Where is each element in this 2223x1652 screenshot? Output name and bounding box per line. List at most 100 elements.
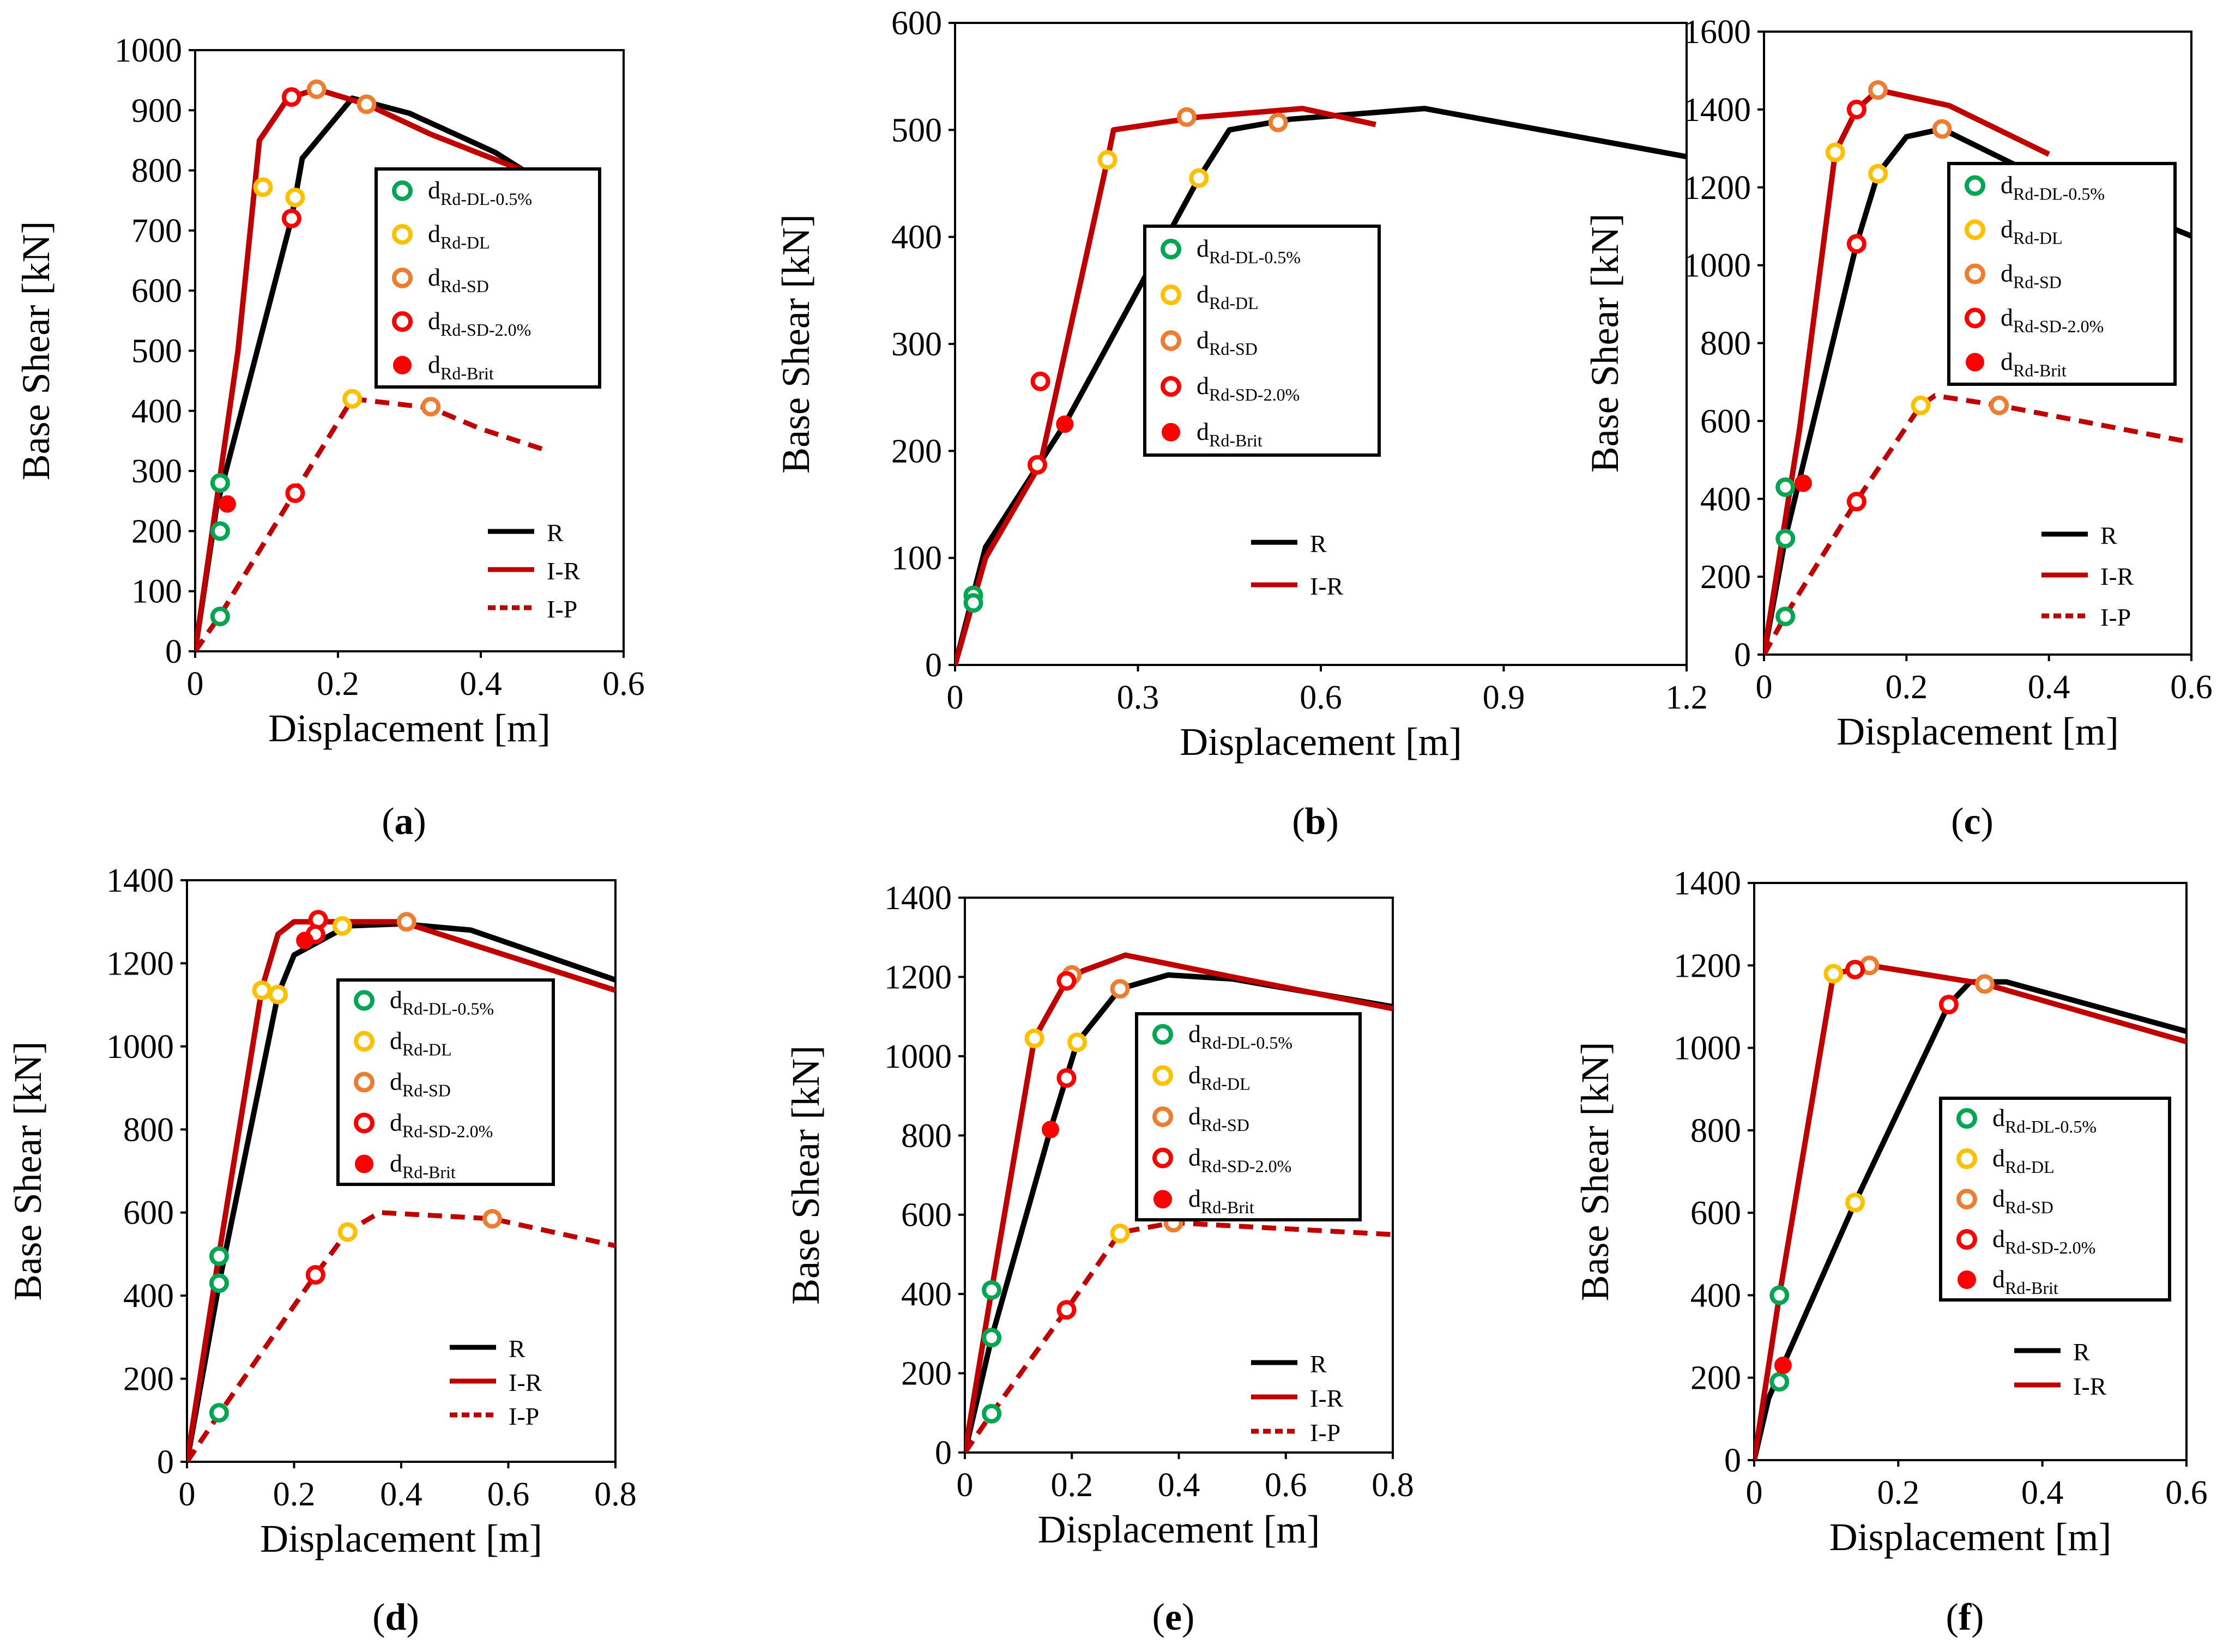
marker-dRd-DL-0.5% — [1775, 606, 1796, 626]
legend-marker-dRd-Brit — [355, 1154, 373, 1173]
x-tick-label: 0 — [1756, 669, 1773, 706]
legend-line-label-I-P: I-P — [509, 1402, 539, 1430]
marker-dRd-DL — [1097, 150, 1117, 170]
marker-dRd-SD-2.0% — [1030, 371, 1050, 391]
legend-label-dRd-DL-0.5%: dRd-DL-0.5% — [1992, 1104, 2097, 1136]
legend-label-dRd-SD-2.0%: dRd-SD-2.0% — [2001, 304, 2104, 336]
legend-label-dRd-DL: dRd-DL — [2001, 215, 2063, 248]
marker-dRd-DL-0.5% — [982, 1403, 1002, 1424]
marker-legend: dRd-DL-0.5% dRd-DL dRd-SD dRd-SD-2.0% dRd-Br… — [336, 978, 555, 1186]
legend-marker-dRd-SD — [1152, 1106, 1173, 1127]
y-tick-label: 1600 — [1683, 14, 1751, 51]
y-tick-label: 800 — [123, 1111, 174, 1148]
marker-dRd-DL — [1823, 964, 1844, 984]
x-tick-label: 0.6 — [1300, 679, 1342, 716]
x-tick-label: 0.2 — [273, 1476, 316, 1513]
y-tick-label: 400 — [891, 219, 942, 256]
legend-label-dRd-SD: dRd-SD — [2001, 259, 2062, 292]
y-tick-label: 1200 — [884, 959, 952, 996]
marker-dRd-DL-0.5% — [209, 1273, 229, 1293]
y-tick-label: 800 — [1700, 325, 1751, 362]
y-tick-label: 1200 — [106, 945, 174, 982]
marker-dRd-SD — [1974, 974, 1995, 994]
marker-dRd-DL — [253, 177, 273, 197]
y-tick-label: 1400 — [1683, 92, 1751, 129]
legend-marker-dRd-SD — [392, 268, 413, 288]
legend-label-dRd-SD-2.0%: dRd-SD-2.0% — [1992, 1225, 2095, 1257]
legend-marker-dRd-SD — [1161, 330, 1181, 351]
marker-dRd-DL — [1825, 142, 1845, 162]
legend-line-label-R: R — [1310, 1350, 1327, 1378]
legend-line-label-R: R — [1310, 530, 1327, 558]
y-tick-label: 1400 — [1674, 865, 1741, 902]
legend-marker-dRd-Brit — [1958, 1270, 1976, 1289]
marker-dRd-Brit — [1056, 415, 1074, 433]
y-tick-label: 1000 — [114, 32, 182, 69]
legend-label-dRd-DL-0.5%: dRd-DL-0.5% — [1188, 1020, 1292, 1052]
marker-dRd-DL — [285, 187, 305, 208]
legend-label-dRd-Brit: dRd-Brit — [1992, 1265, 2058, 1298]
plot-area — [965, 952, 1393, 1453]
marker-dRd-DL-0.5% — [1775, 529, 1796, 549]
y-tick-label: 100 — [891, 540, 942, 577]
x-axis-title: Displacement [m] — [1038, 1508, 1320, 1551]
chart-panel-e: 0 200 400 600 800 1000 1200 1400 0 0.2 0.4 0.6 0.8 Di… — [784, 880, 1414, 1638]
x-tick-label: 0.4 — [380, 1476, 422, 1513]
x-tick-label: 0.6 — [602, 665, 645, 703]
legend-line-label-I-R: I-R — [2100, 562, 2134, 590]
y-tick-label: 800 — [1690, 1112, 1741, 1149]
plot-area — [195, 79, 554, 651]
marker-dRd-Brit — [218, 495, 236, 513]
x-tick-label: 0.3 — [1117, 679, 1159, 716]
marker-dRd-SD — [421, 397, 441, 417]
marker-dRd-DL — [252, 980, 272, 1000]
plot-area — [187, 910, 615, 1462]
legend-label-dRd-DL: dRd-DL — [390, 1027, 452, 1060]
chart-panel-b: 0 100 200 300 400 500 600 0 0.3 0.6 0.9 1.2 Displace… — [774, 5, 1708, 843]
legend-marker-dRd-SD — [1965, 263, 1985, 285]
marker-dRd-DL-0.5% — [963, 593, 983, 613]
marker-dRd-DL — [332, 916, 352, 936]
marker-legend: dRd-DL-0.5% dRd-DL dRd-SD dRd-SD-2.0% dRd-Br… — [1143, 225, 1381, 457]
x-axis-title: Displacement [m] — [268, 706, 551, 750]
legend-label-dRd-SD-2.0%: dRd-SD-2.0% — [1188, 1143, 1291, 1176]
x-tick-label: 0 — [187, 665, 204, 703]
legend-marker-dRd-DL — [1965, 219, 1985, 240]
marker-dRd-SD — [1989, 395, 2009, 415]
x-axis-title: Displacement [m] — [260, 1517, 542, 1560]
legend-marker-dRd-DL-0.5% — [354, 990, 374, 1011]
series-line-R — [955, 106, 1687, 665]
legend-line-label-R: R — [2073, 1338, 2090, 1366]
y-tick-label: 0 — [157, 1444, 174, 1481]
y-tick-label: 500 — [891, 112, 942, 149]
line-legend: R I-R — [2014, 1338, 2107, 1400]
legend-line-label-I-R: I-R — [509, 1369, 542, 1396]
series-line-I-R — [955, 106, 1376, 665]
marker-dRd-SD-2.0% — [1938, 995, 1959, 1015]
legend-line-label-I-P: I-P — [1310, 1419, 1340, 1447]
legend-line-label-R: R — [547, 519, 564, 547]
chart-panel-c: 0 200 400 600 800 1000 1200 1400 1600 0 0.2 0.4 0.6 D… — [1583, 14, 2213, 843]
y-axis-title: Base Shear [kN] — [14, 221, 58, 481]
panel-label-d: (d) — [372, 1596, 419, 1638]
legend-label-dRd-DL-0.5%: dRd-DL-0.5% — [390, 986, 494, 1019]
y-tick-label: 200 — [891, 433, 942, 470]
y-tick-label: 900 — [131, 92, 182, 129]
marker-dRd-Brit — [1042, 1121, 1059, 1139]
line-legend: R I-R — [1251, 530, 1344, 600]
legend-marker-dRd-Brit — [1966, 353, 1984, 372]
marker-dRd-SD-2.0% — [1846, 492, 1866, 512]
legend-line-label-I-R: I-R — [1310, 572, 1344, 600]
marker-dRd-SD-2.0% — [1846, 99, 1866, 119]
x-tick-label: 0.6 — [2165, 1474, 2208, 1511]
marker-dRd-DL-0.5% — [1769, 1285, 1790, 1305]
x-tick-label: 0.8 — [594, 1476, 637, 1513]
chart-panel-d: 0 200 400 600 800 1000 1200 1400 0 0.2 0.4 0.6 0.8 Di… — [6, 862, 637, 1638]
y-tick-label: 1200 — [1683, 170, 1751, 207]
legend-marker-dRd-Brit — [1153, 1190, 1172, 1209]
x-tick-label: 0 — [957, 1467, 974, 1504]
marker-dRd-Brit — [296, 931, 314, 949]
marker-dRd-SD-2.0% — [1027, 455, 1047, 475]
y-tick-label: 600 — [131, 273, 182, 310]
legend-label-dRd-DL: dRd-DL — [428, 220, 490, 252]
